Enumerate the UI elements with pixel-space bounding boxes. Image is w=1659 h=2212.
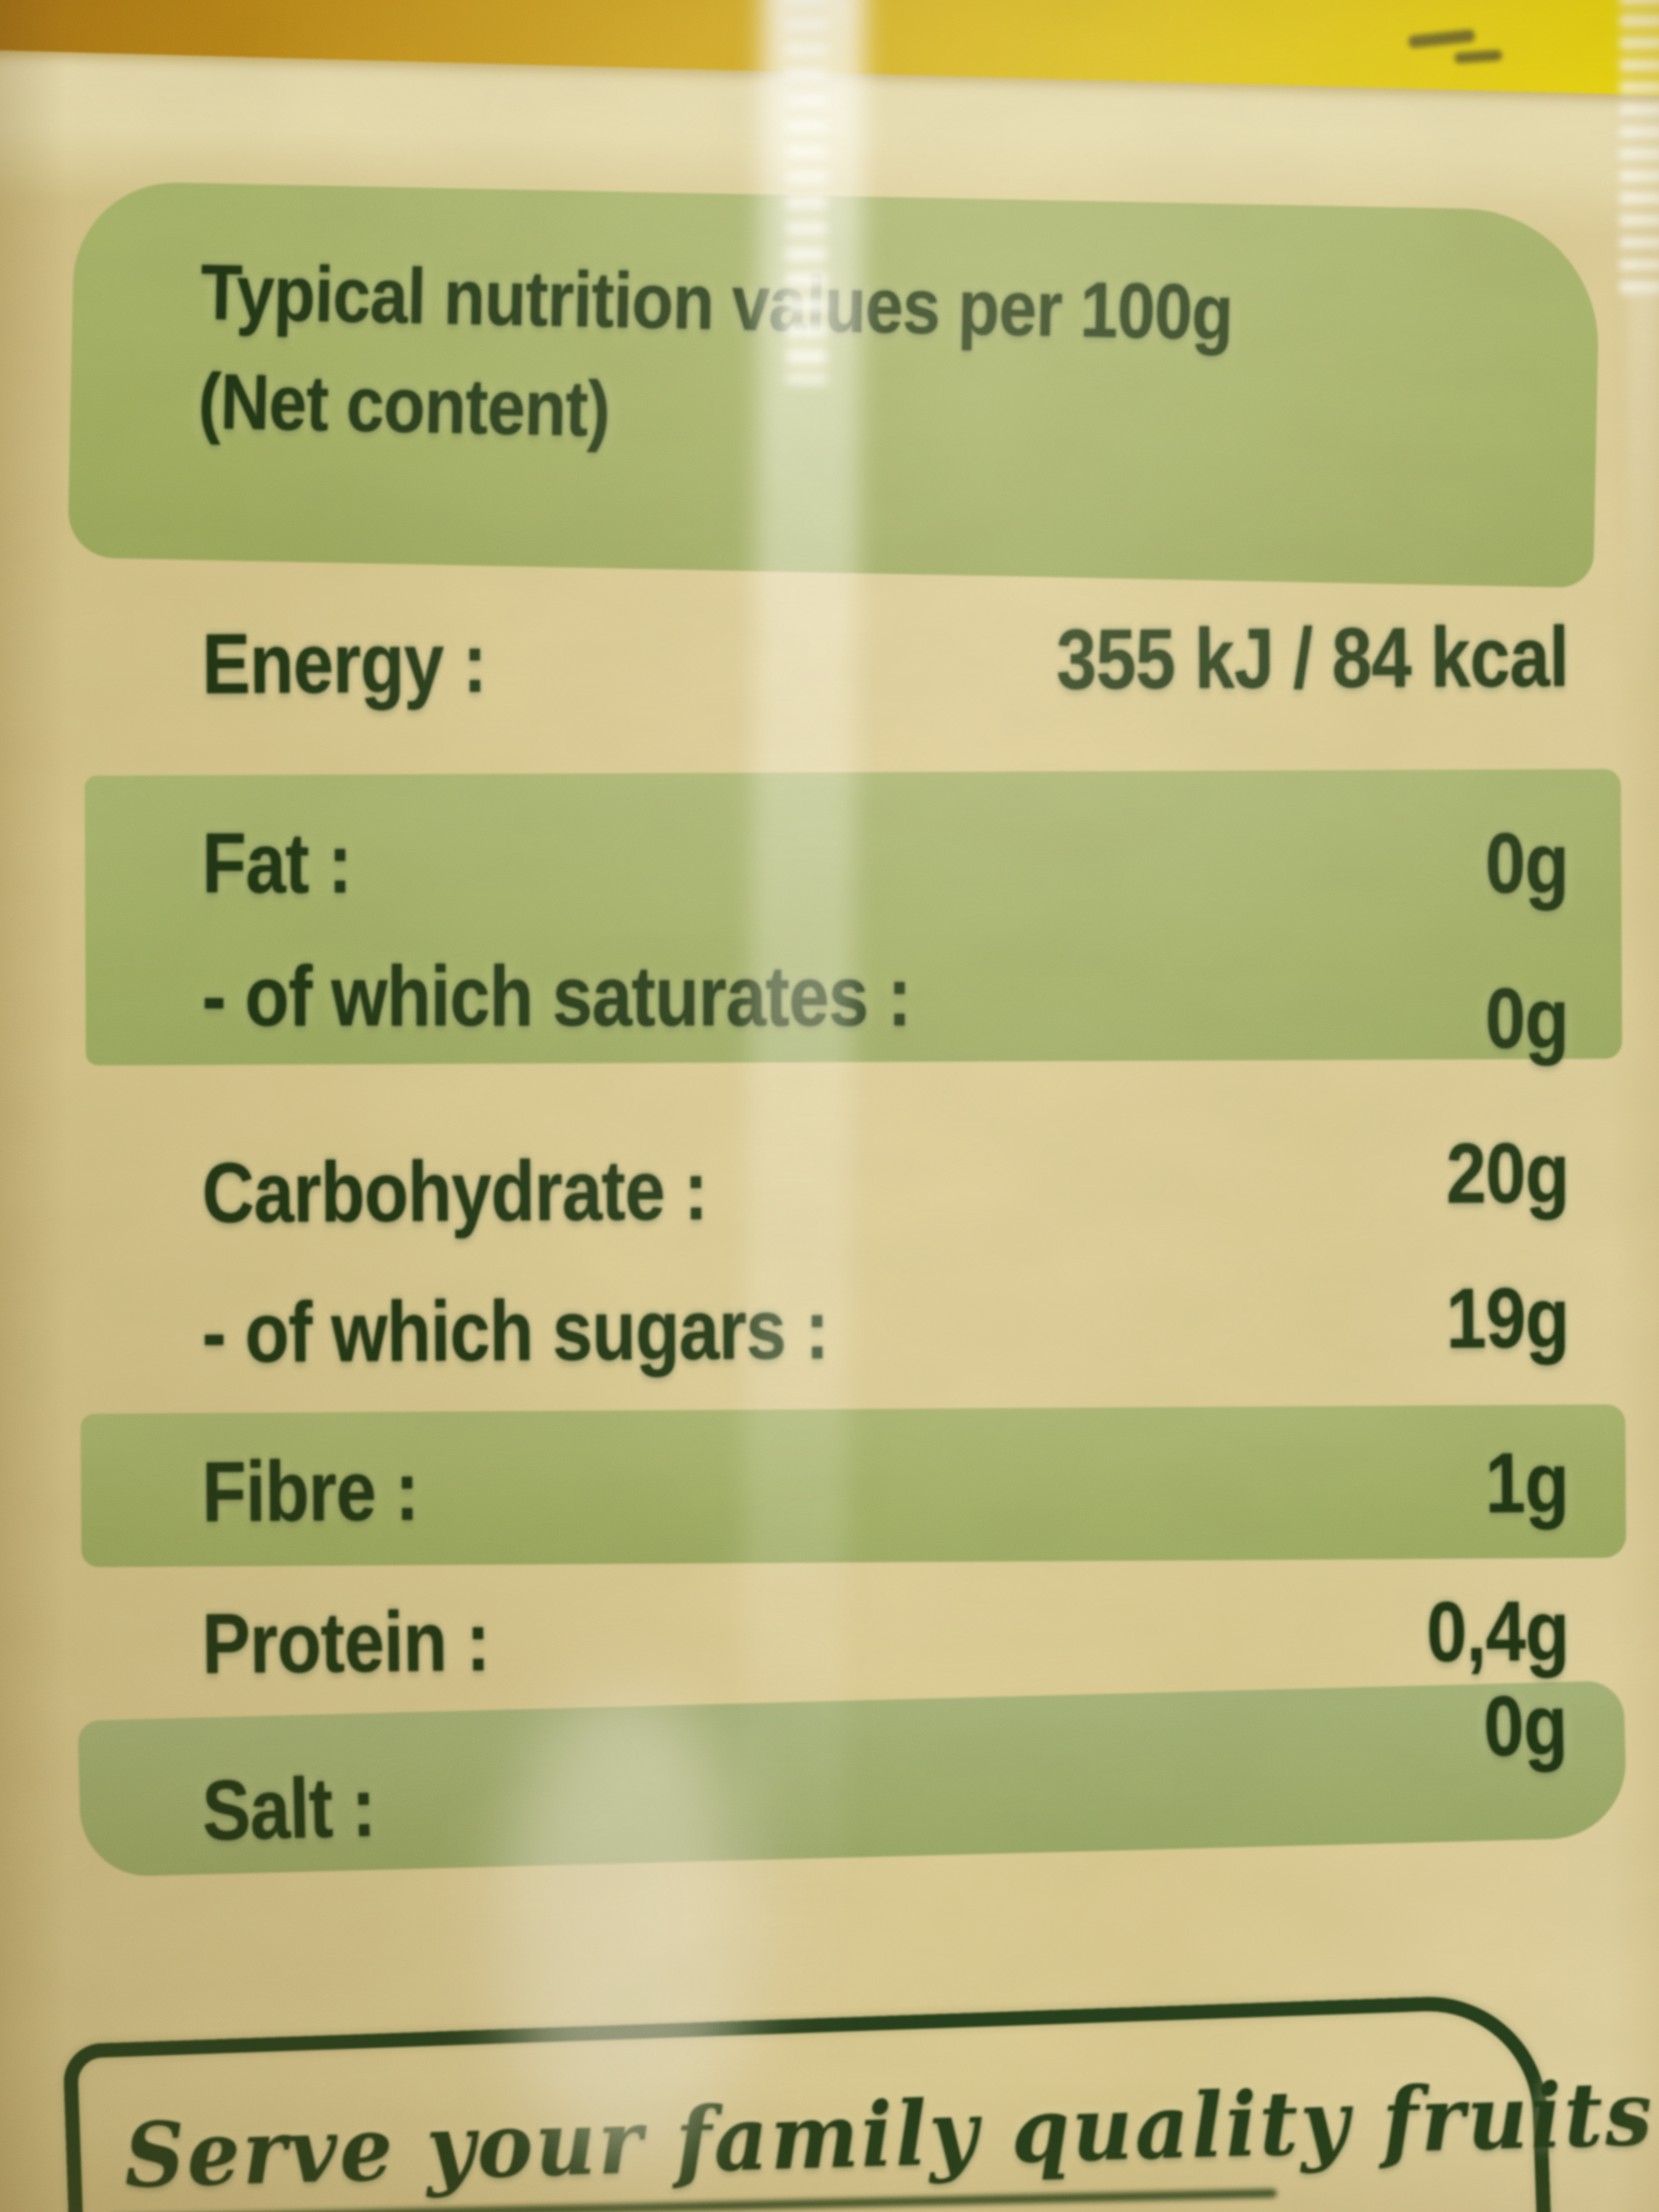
row-value: 0g <box>1485 971 1569 1066</box>
row-label: Salt : <box>200 1759 377 1859</box>
row-value: 19g <box>1445 1270 1569 1366</box>
jar-edge-reflection-soft <box>1628 281 1659 707</box>
row-value: 0g <box>1485 816 1569 911</box>
jar-glare-patch <box>503 1688 750 2165</box>
nutrition-row-saturates: - of which saturates : 0g <box>202 933 1569 1066</box>
jar-glare-highlight <box>786 0 827 384</box>
row-label: Protein : <box>201 1593 490 1692</box>
nutrition-row-protein: Protein : 0,4g <box>201 1567 1569 1707</box>
row-value: 1g <box>1485 1435 1569 1532</box>
row-value: 355 kJ / 84 kcal <box>1055 609 1569 707</box>
nutrition-row-fat: Fat : 0g <box>202 800 1569 927</box>
row-label: Fat : <box>202 816 352 911</box>
row-label: Carbohydrate : <box>201 1142 708 1241</box>
tagline-script-text: Serve your family quality fruits <box>123 2060 1656 2209</box>
row-label: - of which sugars : <box>201 1281 830 1381</box>
row-value: 20g <box>1445 1125 1569 1222</box>
nutrition-row-carbohydrate: Carbohydrate : 20g <box>202 1121 1569 1257</box>
row-label: Energy : <box>201 615 487 713</box>
row-value: 0g <box>1483 1677 1569 1775</box>
jar-edge-reflection <box>1620 0 1659 300</box>
row-label: Fibre : <box>201 1442 419 1540</box>
nutrition-row-sugars: - of which sugars : 19g <box>202 1261 1569 1397</box>
nutrition-row-fibre: Fibre : 1g <box>201 1418 1569 1556</box>
nutrition-row-energy: Energy : 355 kJ / 84 kcal <box>202 593 1569 728</box>
